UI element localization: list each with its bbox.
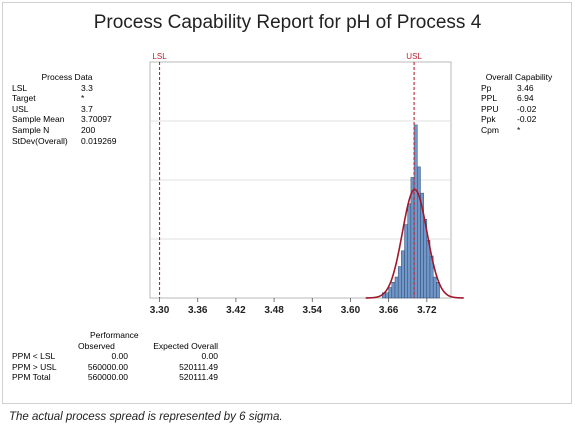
overall-capability-pad — [469, 114, 481, 125]
overall-capability-row: PPU -0.02 — [469, 104, 569, 115]
expected-column-header: Expected Overall — [153, 340, 218, 351]
report-title: Process Capability Report for pH of Proc… — [93, 12, 482, 33]
x-tick-label: 3.36 — [188, 305, 208, 316]
process-data-row: LSL 3.3 — [12, 83, 122, 94]
histogram-bar — [397, 266, 402, 299]
performance-label: PPM > USL — [12, 361, 57, 372]
overall-capability-row: Pp 3.46 — [469, 83, 569, 94]
process-data-row: StDev(Overall) 0.019269 — [12, 136, 122, 147]
performance-header: Performance — [90, 330, 139, 340]
process-data-value: 3.70097 — [81, 114, 112, 125]
x-tick-label: 3.30 — [150, 305, 170, 316]
performance-expected: 520111.49 — [179, 372, 218, 383]
overall-capability-header: Overall Capability — [485, 72, 553, 82]
overall-capability-pad — [469, 125, 481, 136]
overall-capability-label: PPU — [481, 103, 499, 114]
performance-block: Performance Observed Expected Overall PP… — [12, 330, 232, 383]
overall-capability-block: Overall Capability Pp 3.46 PPL 6.94 PPU -0.02… — [469, 72, 569, 136]
performance-observed: 560000.00 — [87, 372, 128, 383]
overall-capability-label: Ppk — [481, 114, 496, 125]
normal-curve — [365, 188, 464, 299]
performance-label: PPM < LSL — [12, 351, 56, 362]
histogram-bar — [394, 276, 399, 299]
overall-capability-label: PPL — [481, 93, 498, 104]
observed-column-header: Observed — [78, 340, 115, 351]
process-data-row: USL 3.7 — [12, 104, 122, 115]
process-data-value: 3.7 — [81, 103, 93, 114]
x-tick-label: 3.42 — [226, 305, 246, 316]
overall-capability-row: PPL 6.94 — [469, 93, 569, 104]
footnote: The actual process spread is represented… — [9, 411, 283, 423]
performance-label: PPM Total — [12, 372, 51, 383]
process-data-value: 0.019269 — [81, 135, 117, 146]
histogram-bar — [388, 287, 393, 299]
process-data-value: * — [81, 93, 85, 104]
x-tick-label: 3.66 — [379, 305, 399, 316]
x-tick-label: 3.60 — [341, 305, 361, 316]
overall-capability-value: 3.46 — [517, 82, 534, 93]
process-data-row: Sample Mean 3.70097 — [12, 114, 122, 125]
histogram-bar — [401, 250, 405, 299]
x-tick-label: 3.72 — [417, 305, 437, 316]
process-data-label: USL — [12, 103, 29, 114]
x-tick-label: 3.54 — [303, 305, 323, 316]
overall-capability-value: * — [517, 124, 521, 135]
process-data-label: Sample N — [12, 124, 50, 135]
process-data-label: LSL — [12, 82, 28, 93]
performance-row: PPM < LSL 0.00 0.00 — [12, 351, 232, 362]
histogram-bar — [404, 224, 408, 299]
performance-expected: 520111.49 — [179, 361, 218, 372]
overall-capability-value: -0.02 — [517, 103, 537, 114]
performance-observed: 560000.00 — [87, 361, 128, 372]
overall-capability-label: Cpm — [481, 124, 499, 135]
x-tick-label: 3.48 — [264, 305, 284, 316]
histogram-bar — [432, 276, 437, 299]
process-data-value: 200 — [81, 124, 96, 135]
overall-capability-row: Ppk -0.02 — [469, 114, 569, 125]
process-data-block: Process Data LSL 3.3 Target * USL 3.7 Sample M… — [12, 72, 122, 146]
overall-capability-label: Pp — [481, 82, 492, 93]
process-data-label: Target — [12, 93, 36, 104]
performance-observed: 0.00 — [111, 351, 128, 362]
overall-capability-pad — [469, 93, 481, 104]
performance-row: PPM > USL 560000.00 520111.49 — [12, 362, 232, 373]
process-data-label: Sample Mean — [12, 114, 65, 125]
overall-capability-pad — [469, 104, 481, 115]
histogram-bar — [417, 166, 421, 299]
performance-row: PPM Total 560000.00 520111.49 — [12, 372, 232, 383]
performance-expected: 0.00 — [201, 351, 218, 362]
process-data-row: Target * — [12, 93, 122, 104]
overall-capability-pad — [469, 83, 481, 94]
process-data-row: Sample N 200 — [12, 125, 122, 136]
lsl-label: LSL — [152, 52, 167, 61]
overall-capability-value: 6.94 — [517, 93, 534, 104]
overall-capability-value: -0.02 — [517, 114, 537, 125]
usl-label: USL — [406, 52, 422, 61]
process-data-label: StDev(Overall) — [12, 135, 68, 146]
histogram-bar — [407, 203, 412, 299]
overall-capability-row: Cpm * — [469, 125, 569, 136]
histogram-bar — [391, 282, 396, 299]
process-data-value: 3.3 — [81, 82, 93, 93]
histogram-bar — [385, 292, 389, 299]
process-data-header: Process Data — [41, 72, 93, 82]
